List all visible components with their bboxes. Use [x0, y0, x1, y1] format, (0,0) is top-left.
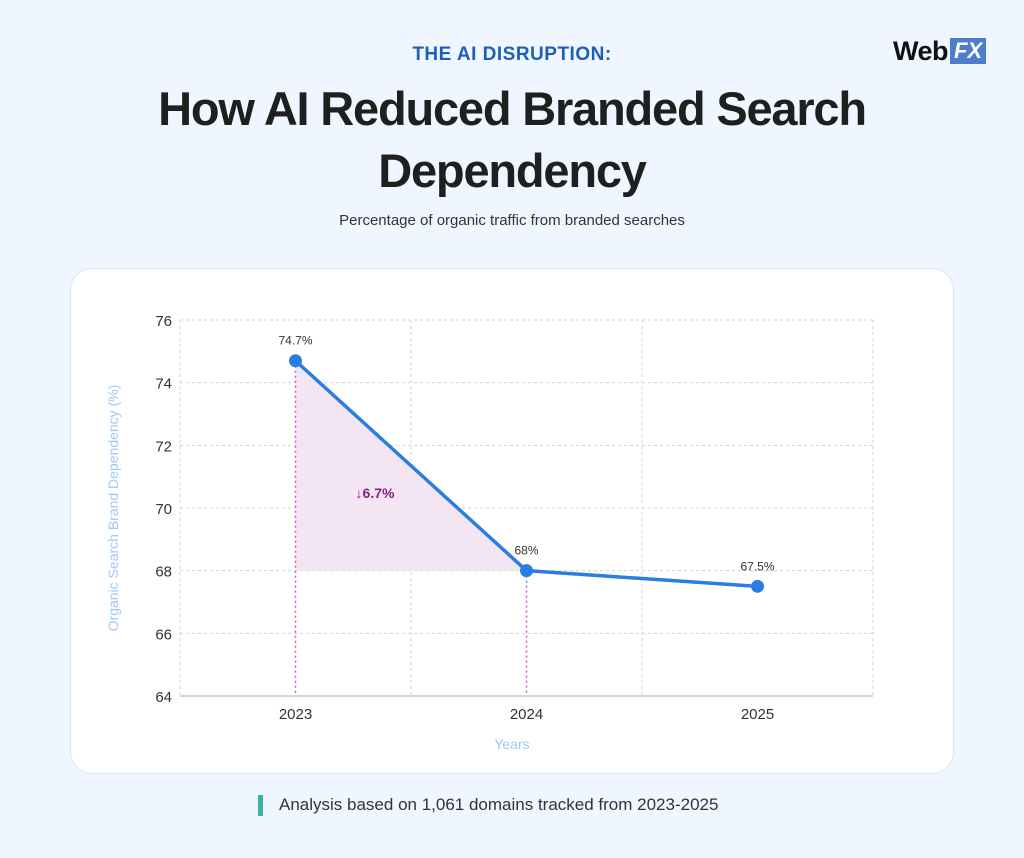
- data-series: [289, 354, 764, 593]
- data-point[interactable]: [751, 579, 764, 593]
- data-point[interactable]: [289, 354, 302, 368]
- logo-web-text: Web: [893, 35, 949, 66]
- logo-fx-badge: FX: [950, 38, 987, 64]
- x-tick-label: 2025: [741, 706, 774, 723]
- x-tick-label: 2024: [510, 706, 543, 723]
- y-tick-label: 68: [155, 564, 172, 581]
- webfx-logo: Web FX: [893, 35, 987, 66]
- footnote: Analysis based on 1,061 domains tracked …: [258, 794, 718, 816]
- x-axis-label: Years: [494, 736, 529, 752]
- data-label: 68%: [514, 544, 538, 558]
- x-tick-label: 2023: [279, 706, 312, 723]
- y-tick-label: 66: [155, 626, 172, 643]
- page-title: How AI Reduced Branded Search Dependency: [0, 78, 1024, 202]
- y-tick-label: 70: [155, 501, 172, 518]
- title-line-2: Dependency: [378, 144, 647, 197]
- chart-card: [70, 268, 954, 774]
- y-tick-label: 74: [155, 376, 172, 393]
- y-axis-label: Organic Search Brand Dependency (%): [105, 385, 121, 632]
- data-labels: 74.7% 68% 67.5%: [278, 334, 774, 574]
- data-point[interactable]: [520, 564, 533, 578]
- chart-axes: 64 66 68 70 72 74 76 2023 2024 2025: [155, 313, 873, 723]
- chart-grid: [179, 319, 874, 696]
- data-label: 67.5%: [740, 559, 774, 573]
- y-tick-label: 76: [155, 313, 172, 330]
- y-tick-label: 72: [155, 438, 172, 455]
- title-line-1: How AI Reduced Branded Search: [158, 82, 867, 135]
- footnote-accent-bar: [258, 794, 263, 816]
- footnote-text: Analysis based on 1,061 domains tracked …: [279, 795, 719, 814]
- y-tick-label: 64: [155, 689, 172, 706]
- kicker-heading: THE AI DISRUPTION:: [412, 44, 612, 65]
- decline-annotation: ↓6.7%: [356, 485, 395, 501]
- data-label: 74.7%: [278, 334, 312, 348]
- chart-subtitle: Percentage of organic traffic from brand…: [339, 212, 685, 229]
